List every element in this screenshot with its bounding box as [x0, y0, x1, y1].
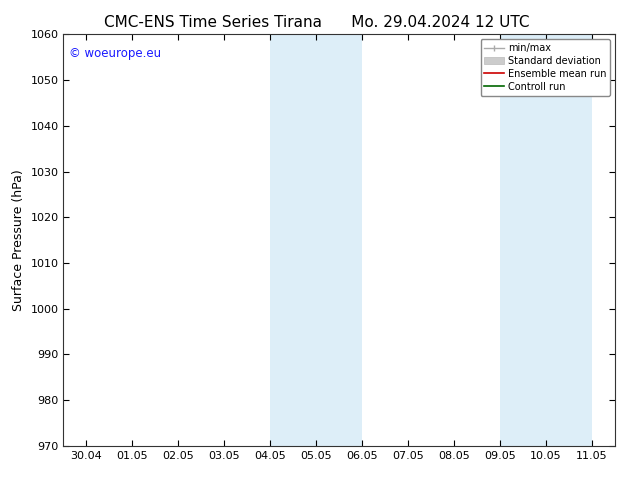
Text: © woeurope.eu: © woeurope.eu — [69, 47, 161, 60]
Bar — [546, 34, 592, 446]
Legend: min/max, Standard deviation, Ensemble mean run, Controll run: min/max, Standard deviation, Ensemble me… — [481, 39, 610, 96]
Y-axis label: Surface Pressure (hPa): Surface Pressure (hPa) — [12, 169, 25, 311]
Text: CMC-ENS Time Series Tirana      Mo. 29.04.2024 12 UTC: CMC-ENS Time Series Tirana Mo. 29.04.202… — [104, 15, 530, 30]
Bar — [316, 34, 362, 446]
Bar — [500, 34, 546, 446]
Bar — [270, 34, 316, 446]
